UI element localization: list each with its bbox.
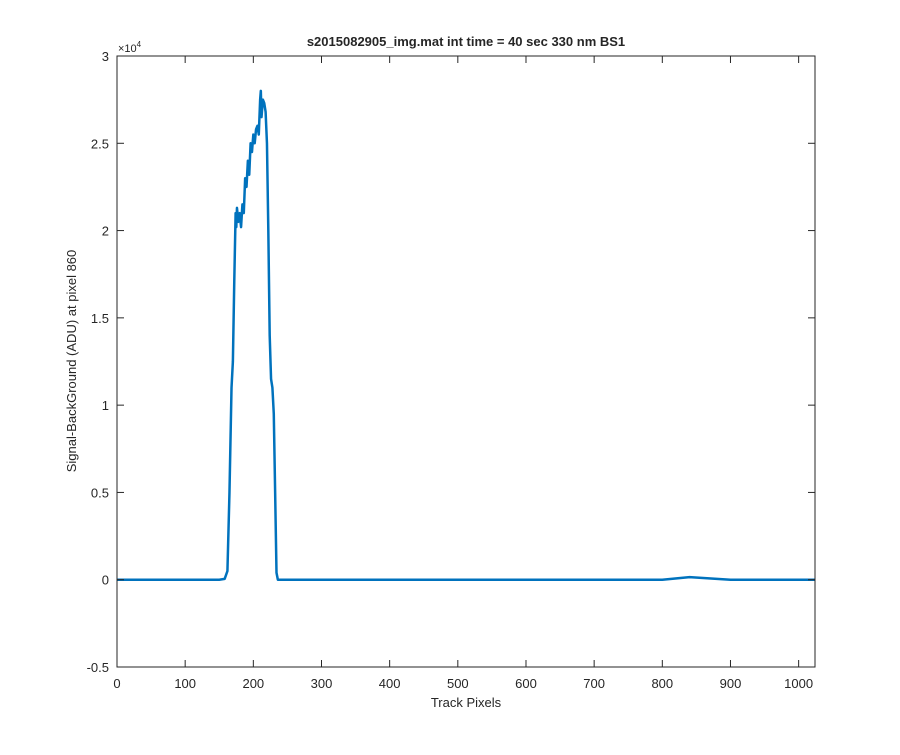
y-tick-label: 2.5 (91, 136, 109, 151)
x-tick-label: 300 (311, 676, 333, 691)
x-tick-label: 1000 (784, 676, 813, 691)
axes-box (116, 55, 816, 668)
series-layer (117, 89, 815, 581)
x-tick-label: 600 (515, 676, 537, 691)
x-tick-label: 900 (720, 676, 742, 691)
y-axis-exponent-base: ×10 (118, 43, 137, 55)
y-tick-label: 1.5 (91, 311, 109, 326)
x-tick-label: 400 (379, 676, 401, 691)
x-tick-label: 100 (174, 676, 196, 691)
y-tick-label: 3 (102, 49, 109, 64)
y-tick-label: 2 (102, 224, 109, 239)
series-line (117, 89, 815, 581)
x-tick-label: 800 (651, 676, 673, 691)
chart-title: s2015082905_img.mat int time = 40 sec 33… (307, 34, 625, 49)
plot-area (117, 56, 815, 667)
y-axis-exponent-power: 4 (137, 40, 142, 49)
y-axis-exponent: ×104 (118, 40, 142, 55)
y-tick-label: 1 (102, 398, 109, 413)
x-tick-label: 0 (113, 676, 120, 691)
x-tick-label: 200 (242, 676, 264, 691)
tick-layer: 0 100 200 300 400 500 600 700 800 900 1000 -0.5 0 0.5… (87, 49, 815, 691)
y-tick-label: 0 (102, 573, 109, 588)
x-tick-label: 500 (447, 676, 469, 691)
x-tick-label: 700 (583, 676, 605, 691)
y-tick-label: 0.5 (91, 485, 109, 500)
y-tick-label: -0.5 (87, 660, 109, 675)
y-axis-label: Signal-BackGround (ADU) at pixel 860 (64, 250, 79, 473)
x-axis-label: Track Pixels (431, 695, 502, 710)
